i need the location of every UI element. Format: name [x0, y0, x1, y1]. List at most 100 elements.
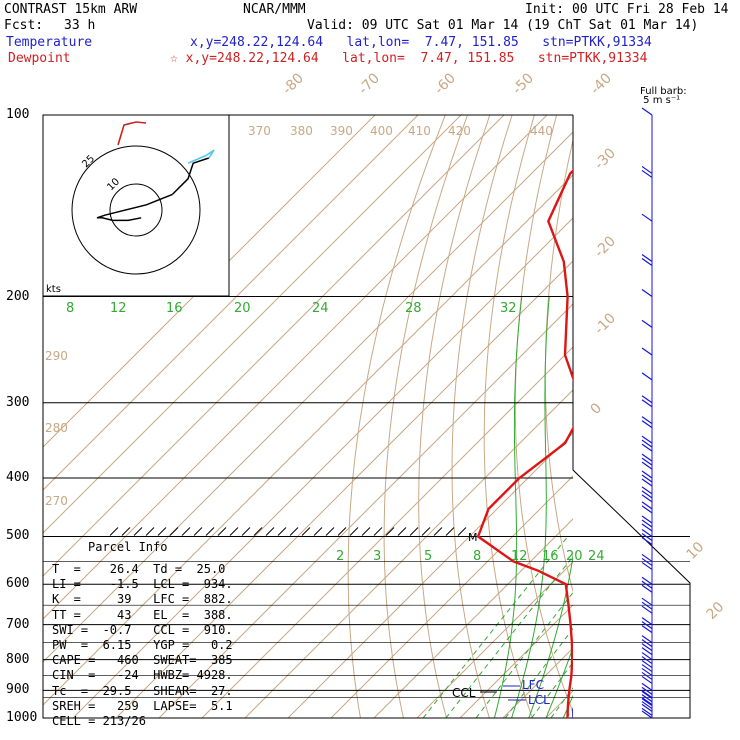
- dry-adiabat-line: [630, 115, 740, 718]
- isotherm-label: -80: [280, 70, 307, 97]
- mixing-label: 3: [373, 549, 381, 564]
- hatch-mark: [373, 527, 383, 536]
- wind-barb: [641, 478, 653, 487]
- dry-adiabat-line: [657, 115, 740, 718]
- pressure-label: 100: [6, 107, 30, 122]
- isotherm-label: 10: [684, 539, 708, 563]
- isotherm-line: [718, 115, 740, 718]
- wind-barb: [641, 461, 653, 470]
- dry-adiabat-label: 390: [330, 124, 353, 138]
- wind-barb: [641, 439, 653, 448]
- wind-barb: [641, 625, 653, 634]
- pressure-label: 200: [6, 288, 30, 304]
- isotherm-line: [43, 115, 462, 534]
- hatch-mark: [397, 527, 407, 536]
- hatch-mark: [457, 527, 467, 536]
- mixing-ratio-line: [531, 661, 573, 718]
- moist-label: 16: [166, 301, 183, 316]
- center-name: NCAR/MMM: [243, 2, 306, 17]
- hatch-mark: [145, 527, 155, 536]
- parcel-row: SREH = 259 LAPSE= 5.1: [52, 698, 233, 713]
- wind-barb: [641, 664, 653, 673]
- wind-barb: [641, 690, 653, 699]
- hatch-mark: [181, 527, 191, 536]
- wind-barb: [641, 553, 653, 562]
- parcel-row: TT = 43 EL = 388.: [52, 607, 233, 622]
- mixing-label: 2: [336, 549, 344, 564]
- wind-barb: [641, 671, 653, 680]
- hatch-mark: [277, 527, 287, 536]
- wind-barb: [641, 584, 653, 593]
- hodo-trace-top: [117, 121, 147, 146]
- moist-label: 8: [66, 301, 74, 316]
- hatch-mark: [121, 527, 131, 536]
- wind-barb: [641, 635, 653, 644]
- lcl-marker: LCL: [528, 693, 550, 707]
- isotherm-line: [330, 475, 573, 718]
- mixing-ratio-line: [445, 555, 573, 718]
- wind-barb: [641, 686, 653, 695]
- wind-barb: [641, 660, 653, 669]
- dry-adiabat-line: [383, 115, 468, 718]
- pressure-label: 600: [6, 576, 30, 592]
- hatch-mark: [445, 527, 455, 536]
- wind-barb: [641, 107, 653, 116]
- fcst-label: Fcst:: [4, 18, 44, 33]
- pressure-label: 500: [6, 528, 30, 544]
- hodo-unit: kts: [46, 284, 61, 295]
- mixing-label: 24: [588, 549, 605, 564]
- wind-barb: [641, 519, 653, 528]
- isotherm-line: [287, 432, 573, 718]
- hatch-mark: [289, 527, 299, 536]
- moist-adiabat-line: [598, 297, 740, 719]
- wind-barb: [641, 532, 653, 541]
- init-time: Init: 00 UTC Fri 28 Feb 14: [525, 2, 729, 17]
- pressure-label: 300: [6, 394, 30, 410]
- wind-barb: [641, 494, 653, 503]
- wind-barb: [641, 621, 653, 630]
- hodo-ring-outer: [71, 145, 201, 275]
- moist-label: 28: [405, 301, 422, 316]
- ccl-marker: CCL: [452, 686, 476, 700]
- mixing-label: 20: [566, 549, 583, 564]
- isotherm-label: -30: [592, 145, 619, 172]
- hatch-mark: [241, 527, 251, 536]
- moist-adiabat-grid: [493, 296, 740, 719]
- wind-barb: [641, 319, 653, 328]
- wind-barb: [641, 656, 653, 665]
- hodo-ring-inner: [109, 183, 163, 237]
- hatch-mark: [169, 527, 179, 536]
- wind-barb: [641, 457, 653, 466]
- isotherm-line: [416, 561, 573, 718]
- wind-barb: [641, 528, 653, 537]
- hodo-box: [42, 114, 230, 297]
- isotherm-label: 0: [588, 400, 606, 418]
- wind-barb: [641, 682, 653, 691]
- isotherm-grid: [43, 115, 740, 718]
- hodo-trace-low: [96, 193, 173, 222]
- wind-barb: [641, 505, 653, 514]
- hatch-mark: [193, 527, 203, 536]
- dry-adiabat-label: 290: [45, 349, 68, 363]
- wind-barb: [641, 667, 653, 676]
- wind-barb: [641, 372, 653, 381]
- wind-barb: [641, 254, 653, 263]
- dry-adiabat-line: [682, 115, 740, 718]
- moist-adiabat-line: [615, 297, 740, 719]
- dry-adiabat-line: [347, 115, 446, 718]
- isotherm-label: -70: [356, 70, 383, 97]
- dry-adiabat-line: [574, 115, 661, 718]
- hatch-mark: [325, 527, 335, 536]
- wind-barb: [641, 169, 653, 178]
- wind-barb: [641, 486, 653, 495]
- wind-barbs: Full barb: 5 m s⁻¹: [640, 86, 687, 719]
- pressure-label: 1000: [6, 710, 38, 725]
- wind-barb: [641, 347, 653, 356]
- hatch-mark: [133, 527, 143, 536]
- hodo-trace-mid: [171, 157, 210, 195]
- hatch-mark: [301, 527, 311, 536]
- isotherm-line: [675, 115, 740, 718]
- mixing-label: 16: [542, 549, 559, 564]
- hatch-mark: [205, 527, 215, 536]
